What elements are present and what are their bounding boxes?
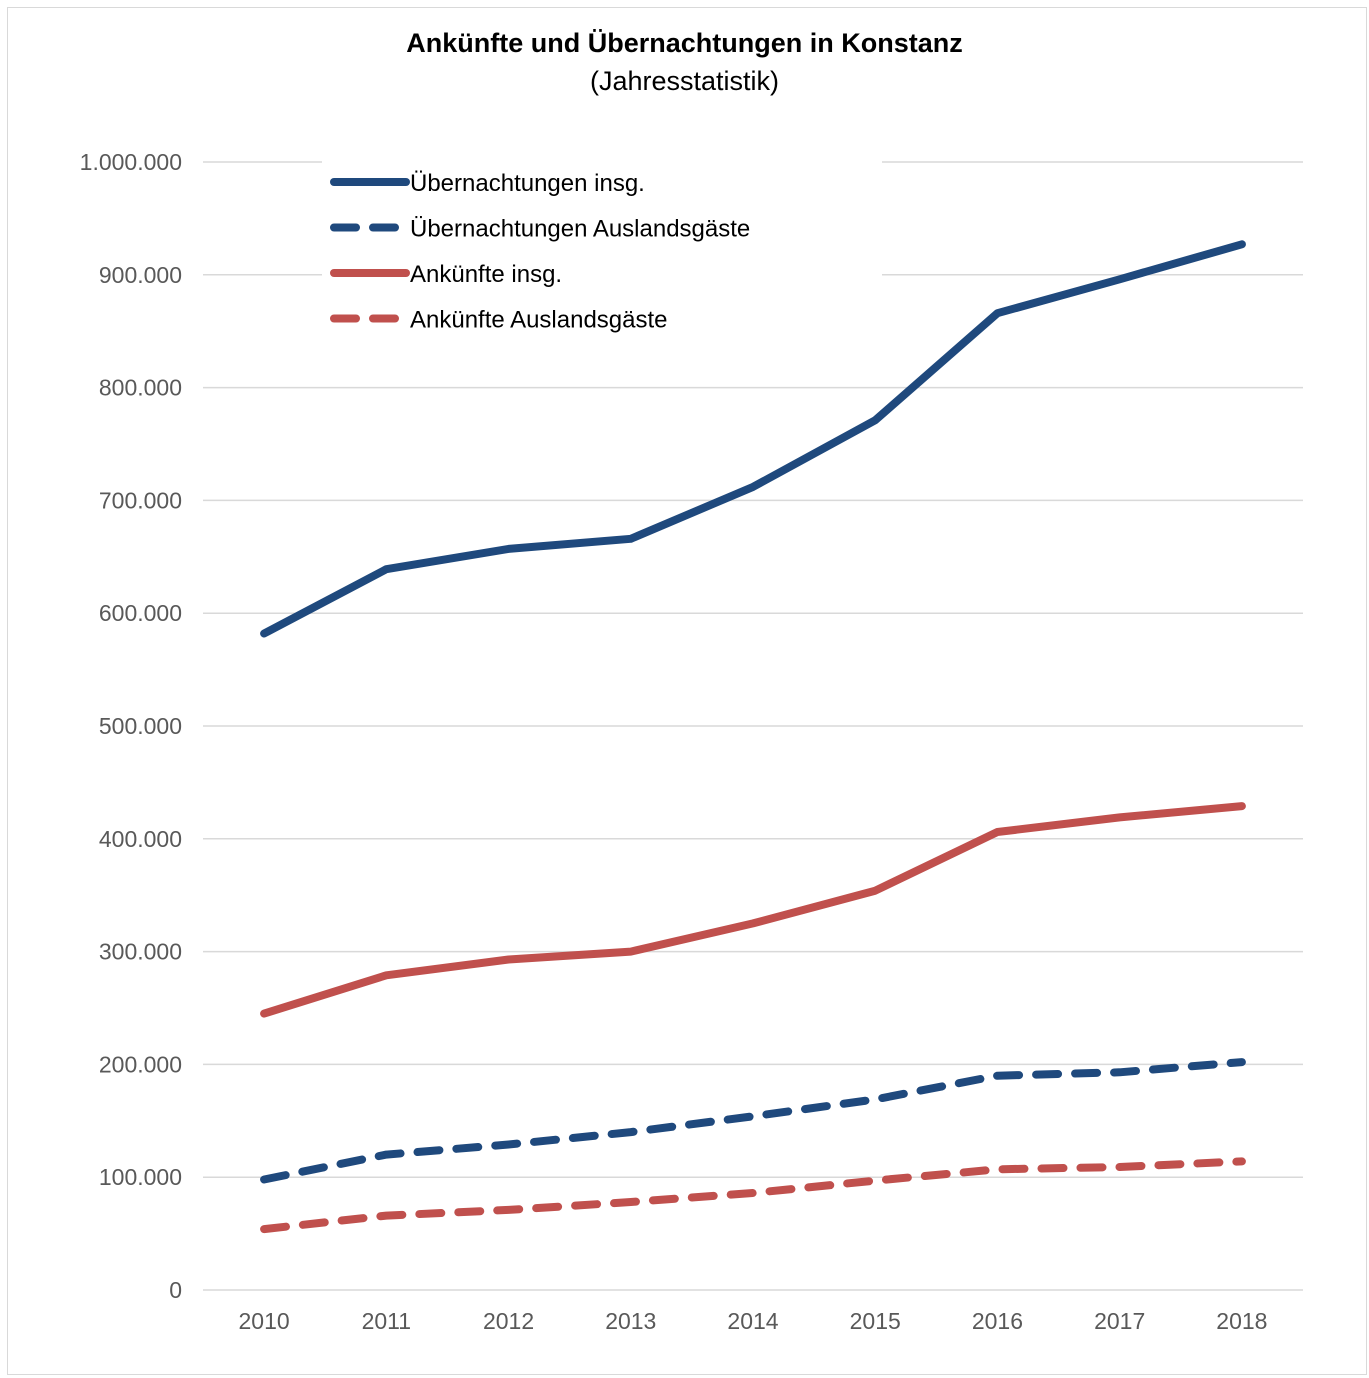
legend-label-1[interactable]: Übernachtungen insg. <box>410 170 645 197</box>
legend-label-4[interactable]: Ankünfte Auslandsgäste <box>410 307 668 334</box>
y-tick-label: 100.000 <box>99 1164 182 1190</box>
y-tick-label: 300.000 <box>99 939 182 965</box>
x-tick-label: 2014 <box>727 1308 778 1334</box>
y-tick-label: 200.000 <box>99 1051 182 1077</box>
x-tick-label: 2018 <box>1216 1308 1267 1334</box>
chart-subtitle: (Jahresstatistik) <box>589 66 780 96</box>
y-tick-label: 800.000 <box>99 375 182 401</box>
y-axis-tick-labels: 0 100.000 200.000 300.000 400.000 500.000 600.… <box>80 149 182 1303</box>
series-lines <box>260 240 1246 1234</box>
y-tick-label: 400.000 <box>99 826 182 852</box>
legend-label-2[interactable]: Übernachtungen Auslandsgäste <box>410 216 750 243</box>
x-tick-label: 2011 <box>362 1308 411 1334</box>
x-tick-label: 2010 <box>239 1308 290 1334</box>
series-line-3 <box>260 802 1246 1018</box>
y-tick-label: 900.000 <box>99 262 182 288</box>
x-tick-label: 2015 <box>850 1308 901 1334</box>
series-line-2 <box>260 1058 1246 1184</box>
grid-lines <box>203 161 1303 1291</box>
x-tick-label: 2016 <box>972 1308 1023 1334</box>
chart-title: Ankünfte und Übernachtungen in Konstanz <box>406 28 963 58</box>
y-tick-label: 500.000 <box>99 713 182 739</box>
x-tick-label: 2012 <box>483 1308 534 1334</box>
x-axis-tick-labels: 2010 2011 2012 2013 2014 2015 2016 2017 2018 <box>239 1308 1268 1334</box>
y-tick-label: 700.000 <box>99 487 182 513</box>
x-tick-label: 2017 <box>1094 1308 1145 1334</box>
y-tick-label: 600.000 <box>99 600 182 626</box>
y-tick-label: 1.000.000 <box>80 149 182 175</box>
series-line-4 <box>260 1157 1246 1234</box>
legend-background <box>322 156 882 346</box>
x-tick-label: 2013 <box>605 1308 656 1334</box>
legend[interactable]: Übernachtungen insg. Übernachtungen Ausla… <box>322 156 882 346</box>
y-tick-label: 0 <box>169 1277 182 1303</box>
legend-label-3[interactable]: Ankünfte insg. <box>410 261 562 288</box>
